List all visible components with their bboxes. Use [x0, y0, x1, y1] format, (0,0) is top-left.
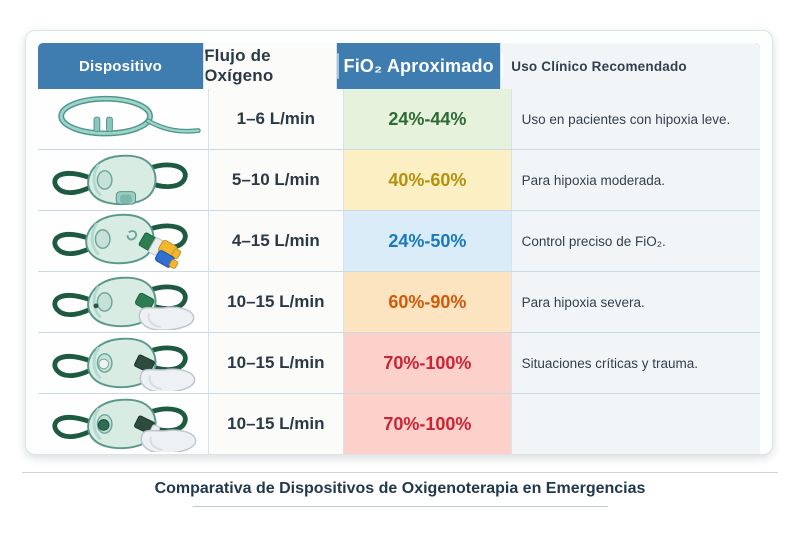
table-row: 10–15 L/min 60%-90% Para hipoxia severa. [38, 272, 760, 333]
chart-title: Comparativa de Dispositivos de Oxigenote… [154, 480, 646, 497]
oxygen-device-table-card: Dispositivo Flujo de Oxígeno FiO₂ Aproxi… [25, 30, 773, 455]
simple-face-mask-icon [43, 154, 203, 206]
fio2-cell: 24%-50% [343, 211, 511, 271]
fio2-cell: 40%-60% [343, 150, 511, 210]
table-row: 10–15 L/min 70%-100% [38, 394, 760, 454]
non-rebreather-mask-reservoir-icon [43, 398, 197, 452]
venturi-mask-icon [43, 213, 203, 269]
fio2-cell: 24%-44% [343, 89, 511, 149]
header-uso-clinico: Uso Clínico Recomendado [500, 43, 760, 89]
use-cell: Control preciso de FiO₂. [510, 211, 760, 271]
use-cell: Uso en pacientes con hipoxia leve. [510, 89, 760, 149]
footer-divider-bottom [193, 506, 608, 507]
device-cell [38, 394, 208, 454]
device-cell [38, 150, 208, 210]
use-cell: Para hipoxia moderada. [510, 150, 760, 210]
use-cell [510, 394, 760, 454]
device-cell [38, 333, 208, 393]
table-row: 4–15 L/min 24%-50% Control preciso de Fi… [38, 211, 760, 272]
footer-divider-top [22, 472, 778, 473]
use-cell: Situaciones críticas y trauma. [510, 333, 760, 393]
fio2-cell: 60%-90% [343, 272, 511, 332]
flow-cell: 4–15 L/min [207, 211, 344, 271]
table-row: 5–10 L/min 40%-60% Para hipoxia moderada… [38, 150, 760, 211]
header-dispositivo: Dispositivo [79, 57, 163, 75]
flow-cell: 5–10 L/min [207, 150, 344, 210]
flow-cell: 1–6 L/min [207, 89, 344, 149]
fio2-cell: 70%-100% [343, 394, 511, 454]
fio2-cell: 70%-100% [343, 333, 511, 393]
header-fio2-aproximado: FiO₂ Aproximado [336, 43, 500, 89]
device-cell [38, 89, 208, 149]
non-rebreather-mask-icon [43, 337, 196, 391]
nasal-cannula-icon [58, 95, 201, 137]
flow-cell: 10–15 L/min [207, 272, 344, 332]
device-cell [38, 211, 208, 271]
flow-cell: 10–15 L/min [207, 394, 344, 454]
partial-rebreather-mask-icon [43, 276, 195, 330]
use-cell: Para hipoxia severa. [510, 272, 760, 332]
table-row: 1–6 L/min 24%-44% Uso en pacientes con h… [38, 89, 760, 150]
header-flujo-oxigeno: Flujo de Oxígeno [203, 43, 337, 89]
table-header: Dispositivo Flujo de Oxígeno FiO₂ Aproxi… [38, 43, 760, 89]
table-row: 10–15 L/min 70%-100% Situaciones crítica… [38, 333, 760, 394]
device-cell [38, 272, 208, 332]
flow-cell: 10–15 L/min [207, 333, 344, 393]
